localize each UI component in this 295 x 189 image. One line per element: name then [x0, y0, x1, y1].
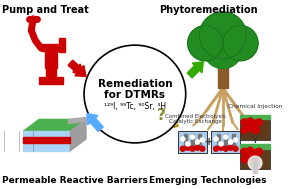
Bar — [39, 77, 63, 84]
Text: ¹²⁹I, ⁹⁹Tc, ⁹⁰Sr, ³H: ¹²⁹I, ⁹⁹Tc, ⁹⁰Sr, ³H — [104, 102, 166, 111]
Circle shape — [241, 148, 248, 155]
Text: for DTMRs: for DTMRs — [104, 90, 165, 100]
FancyArrow shape — [68, 60, 86, 76]
Circle shape — [185, 141, 190, 146]
Circle shape — [233, 138, 238, 142]
FancyArrow shape — [187, 62, 203, 78]
Circle shape — [195, 139, 200, 144]
Bar — [199, 134, 201, 148]
Circle shape — [250, 125, 257, 132]
Bar — [24, 137, 71, 143]
Bar — [224, 134, 227, 148]
Circle shape — [203, 29, 242, 69]
Circle shape — [247, 147, 254, 154]
Circle shape — [223, 26, 258, 61]
Circle shape — [244, 154, 251, 161]
Circle shape — [241, 127, 248, 134]
Text: Catalytic Exchange: Catalytic Exchange — [169, 119, 222, 124]
Bar — [46, 66, 56, 79]
Circle shape — [200, 138, 205, 142]
Text: ?: ? — [157, 108, 166, 123]
Circle shape — [199, 12, 246, 59]
Circle shape — [248, 156, 262, 170]
Circle shape — [247, 118, 254, 125]
Circle shape — [255, 119, 263, 126]
Circle shape — [244, 125, 251, 132]
Bar — [253, 156, 257, 173]
FancyArrow shape — [87, 114, 103, 132]
Bar — [45, 48, 57, 68]
Bar — [240, 144, 270, 149]
Circle shape — [190, 135, 195, 139]
Text: Chemical Injection: Chemical Injection — [228, 104, 282, 109]
Circle shape — [223, 135, 228, 139]
Bar — [217, 134, 220, 148]
Bar — [41, 44, 63, 51]
Bar — [191, 134, 194, 148]
Polygon shape — [24, 119, 86, 131]
Circle shape — [185, 145, 190, 150]
Circle shape — [200, 146, 205, 151]
Bar — [178, 131, 207, 153]
Polygon shape — [71, 119, 86, 151]
Circle shape — [253, 149, 260, 156]
Bar — [240, 115, 270, 140]
Text: Phytoremediation: Phytoremediation — [159, 5, 258, 15]
Polygon shape — [24, 131, 71, 151]
Circle shape — [219, 145, 223, 150]
Circle shape — [241, 156, 248, 163]
Circle shape — [233, 146, 238, 151]
Circle shape — [223, 146, 228, 151]
Text: Combined Electrolysis: Combined Electrolysis — [165, 114, 226, 119]
Bar — [184, 134, 187, 148]
Circle shape — [190, 146, 195, 151]
Bar — [240, 115, 270, 119]
Bar — [218, 61, 228, 88]
Bar — [240, 144, 270, 169]
Text: Emerging Technologies: Emerging Technologies — [149, 176, 266, 185]
Circle shape — [253, 127, 260, 134]
Circle shape — [250, 154, 257, 161]
Text: Permeable Reactive Barriers: Permeable Reactive Barriers — [2, 176, 148, 185]
Polygon shape — [68, 118, 86, 123]
Circle shape — [253, 156, 260, 163]
Circle shape — [214, 136, 219, 141]
Circle shape — [180, 136, 185, 141]
Circle shape — [219, 141, 223, 146]
Circle shape — [214, 146, 219, 151]
Circle shape — [241, 119, 248, 126]
Polygon shape — [143, 97, 178, 129]
Circle shape — [228, 139, 233, 144]
Circle shape — [255, 148, 263, 155]
Bar — [232, 134, 235, 148]
Circle shape — [195, 145, 200, 150]
Circle shape — [180, 146, 185, 151]
Text: +: + — [205, 137, 213, 147]
Text: Pump and Treat: Pump and Treat — [2, 5, 89, 15]
Circle shape — [188, 26, 223, 61]
Circle shape — [253, 120, 260, 127]
Bar — [59, 38, 65, 52]
Text: Remediation: Remediation — [98, 79, 172, 89]
Bar — [211, 131, 240, 153]
Circle shape — [228, 145, 233, 150]
Ellipse shape — [84, 45, 186, 143]
